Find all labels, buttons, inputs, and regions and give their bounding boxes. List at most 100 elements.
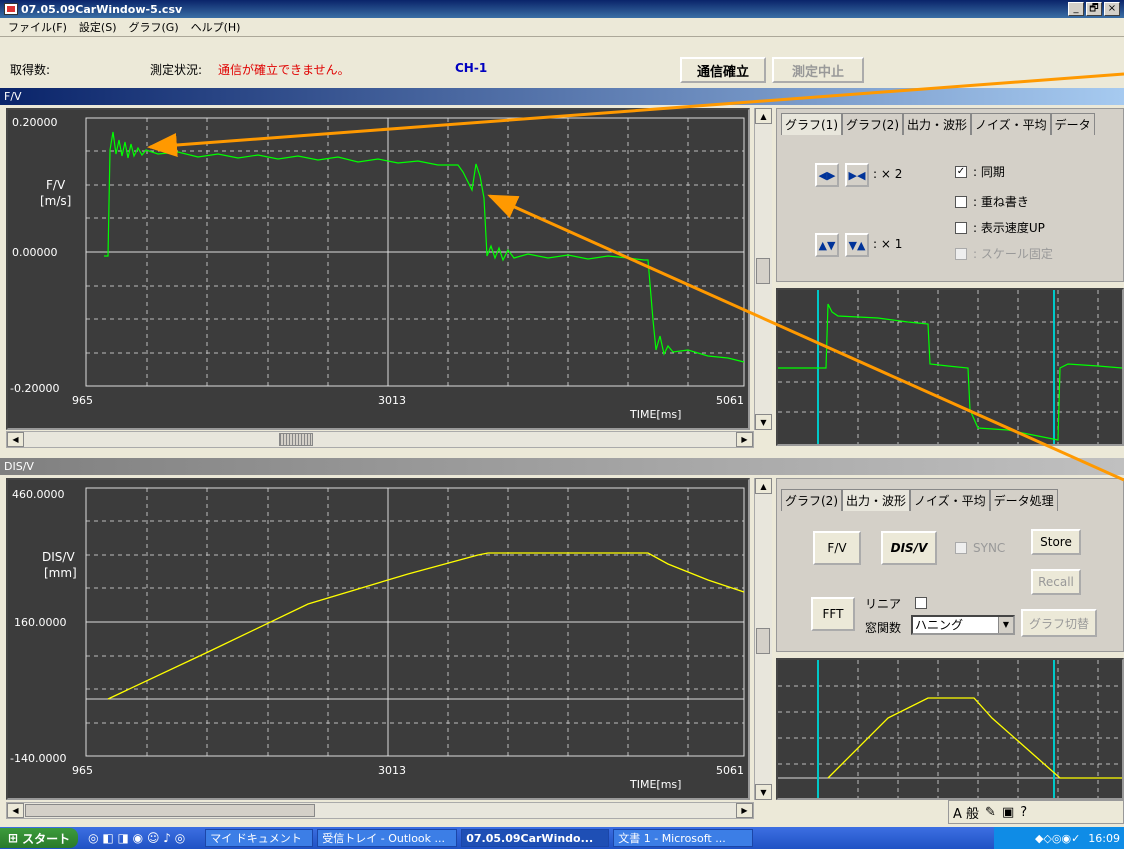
connect-button[interactable]: 通信確立 [680, 57, 766, 83]
scroll-up-icon[interactable]: ▲ [755, 108, 772, 124]
sync-label: : 同期 [973, 165, 1005, 179]
scroll-right-icon[interactable]: ▶ [736, 803, 753, 818]
task-outlook[interactable]: 受信トレイ - Outlook ... [317, 829, 458, 847]
fv-panel-header: F/V [0, 88, 1124, 105]
stop-button[interactable]: 測定中止 [772, 57, 864, 83]
speedup-check-row[interactable]: : 表示速度UP [955, 219, 1045, 236]
overwrite-checkbox[interactable] [955, 195, 967, 208]
linear-label: リニア [865, 597, 902, 611]
dis-xtick: 3013 [378, 764, 406, 777]
tab-graph2[interactable]: グラフ(2) [781, 489, 842, 511]
fv-xtick: 3013 [378, 394, 406, 407]
restore-button[interactable]: 🗗 [1086, 2, 1102, 16]
scroll-thumb[interactable] [756, 258, 770, 284]
ime-dict-icon[interactable]: ▣ [1001, 804, 1015, 820]
dis-panel-header: DIS/V [0, 458, 1124, 475]
tab-data-processing[interactable]: データ処理 [989, 489, 1058, 511]
fv-grid [86, 118, 744, 386]
window-title: 07.05.09CarWindow-5.csv [21, 2, 183, 16]
ime-toolbar[interactable]: A 般 ✎ ▣ ? [948, 800, 1124, 824]
sync-checkbox[interactable]: ✓ [955, 165, 967, 178]
chevron-down-icon[interactable]: ▼ [998, 617, 1013, 633]
scroll-thumb[interactable] [25, 804, 315, 817]
dis-trace [107, 552, 745, 700]
window-func-value: ハニング [915, 618, 964, 632]
scroll-up-icon[interactable]: ▲ [755, 478, 772, 494]
dis-plot[interactable]: 460.0000 DIS/V [mm] 160.0000 -140.0000 9… [6, 478, 750, 800]
scale-fix-label: : スケール固定 [973, 247, 1053, 261]
tab-data[interactable]: データ [1050, 113, 1095, 135]
zoom-y-out-icon[interactable]: ▼▲ [845, 233, 869, 257]
menu-graph[interactable]: グラフ(G) [128, 21, 179, 34]
task-my-documents[interactable]: マイ ドキュメント [205, 829, 314, 847]
window-controls: _ 🗗 × [1068, 2, 1120, 16]
scroll-left-icon[interactable]: ◀ [7, 803, 24, 818]
speedup-checkbox[interactable] [955, 221, 967, 234]
fv-plot[interactable]: 0.20000 F/V [m/s] 0.00000 -0.20000 965 3… [6, 108, 750, 430]
tab-noise-average[interactable]: ノイズ・平均 [971, 113, 1051, 135]
windows-logo-icon: ⊞ [8, 831, 19, 845]
tab-graph1[interactable]: グラフ(1) [781, 113, 842, 135]
tab-output-wave[interactable]: 出力・波形 [842, 489, 911, 511]
state-label: 測定状況: [150, 63, 203, 77]
task-word[interactable]: 文書 1 - Microsoft ... [613, 829, 754, 847]
scale-fix-checkbox[interactable] [955, 247, 967, 260]
fft-button[interactable]: FFT [811, 597, 855, 631]
fv-output-button[interactable]: F/V [813, 531, 861, 565]
scroll-thumb[interactable] [279, 433, 313, 446]
dis-xtick: 965 [72, 764, 93, 777]
window-func-label: 窓関数 [865, 621, 902, 635]
minimize-button[interactable]: _ [1068, 2, 1084, 16]
scroll-thumb[interactable] [756, 628, 770, 654]
fv-plot-svg [85, 117, 745, 387]
scroll-down-icon[interactable]: ▼ [755, 414, 772, 430]
dis-ymid: 160.0000 [14, 616, 67, 629]
fv-overview-plot[interactable] [776, 288, 1124, 446]
scale-fix-check-row[interactable]: : スケール固定 [955, 245, 1053, 262]
store-button[interactable]: Store [1031, 529, 1081, 555]
fv-hscroll[interactable]: ◀ ▶ [6, 431, 754, 448]
overwrite-check-row[interactable]: : 重ね書き [955, 193, 1029, 210]
output-control-panel: グラフ(2) 出力・波形 ノイズ・平均 データ処理 F/V DIS/V SYNC… [776, 478, 1124, 652]
ime-tool-icon[interactable]: ✎ [985, 804, 996, 820]
scroll-down-icon[interactable]: ▼ [755, 784, 772, 800]
scroll-right-icon[interactable]: ▶ [736, 432, 753, 447]
acquired-label: 取得数: [10, 63, 51, 77]
dis-hscroll[interactable]: ◀ ▶ [6, 802, 754, 819]
sync-output-label: SYNC [973, 541, 1006, 555]
channel-label: CH-1 [455, 61, 488, 75]
start-button[interactable]: ⊞ スタート [0, 828, 79, 848]
tab-noise-average[interactable]: ノイズ・平均 [910, 489, 990, 511]
window-func-select[interactable]: ハニング ▼ [911, 615, 1015, 635]
sync-output-checkbox[interactable] [955, 542, 967, 554]
ime-help-icon[interactable]: ? [1020, 804, 1028, 820]
menu-settings[interactable]: 設定(S) [78, 21, 117, 34]
output-tabs: グラフ(2) 出力・波形 ノイズ・平均 データ処理 [781, 489, 1058, 511]
dis-overview-plot[interactable] [776, 658, 1124, 800]
scroll-left-icon[interactable]: ◀ [7, 432, 24, 447]
task-carwindow[interactable]: 07.05.09CarWindo... [461, 829, 610, 847]
dis-output-button[interactable]: DIS/V [881, 531, 937, 565]
ime-mode[interactable]: A 般 [953, 806, 980, 822]
tray-icons[interactable]: ◆◇◎◉✓ [1034, 831, 1081, 845]
close-button[interactable]: × [1104, 2, 1120, 16]
zoom-x-in-icon[interactable]: ◀▶ [815, 163, 839, 187]
quick-launch-icons[interactable]: ◎ ◧ ◨ ◉ ☺ ♪ ◎ [88, 831, 186, 845]
zoom-x-out-icon[interactable]: ▶◀ [845, 163, 869, 187]
zoom-y-in-icon[interactable]: ▲▼ [815, 233, 839, 257]
linear-checkbox[interactable] [915, 597, 927, 609]
menu-file[interactable]: ファイル(F) [8, 21, 67, 34]
tab-output-wave[interactable]: 出力・波形 [903, 113, 972, 135]
tab-graph2[interactable]: グラフ(2) [842, 113, 903, 135]
menu-help[interactable]: ヘルプ(H) [190, 21, 241, 34]
dis-vscroll[interactable]: ▲ ▼ [754, 478, 772, 800]
fv-ytop: 0.20000 [12, 116, 58, 129]
recall-button[interactable]: Recall [1031, 569, 1081, 595]
clock: 16:09 [1088, 831, 1120, 845]
sync-output-row[interactable]: SYNC [955, 541, 1005, 555]
dis-axes [85, 487, 745, 757]
dis-ylabel: DIS/V [42, 550, 75, 564]
fv-vscroll[interactable]: ▲ ▼ [754, 108, 772, 430]
sync-check-row[interactable]: ✓ : 同期 [955, 163, 1005, 180]
graph-switch-button[interactable]: グラフ切替 [1021, 609, 1097, 637]
